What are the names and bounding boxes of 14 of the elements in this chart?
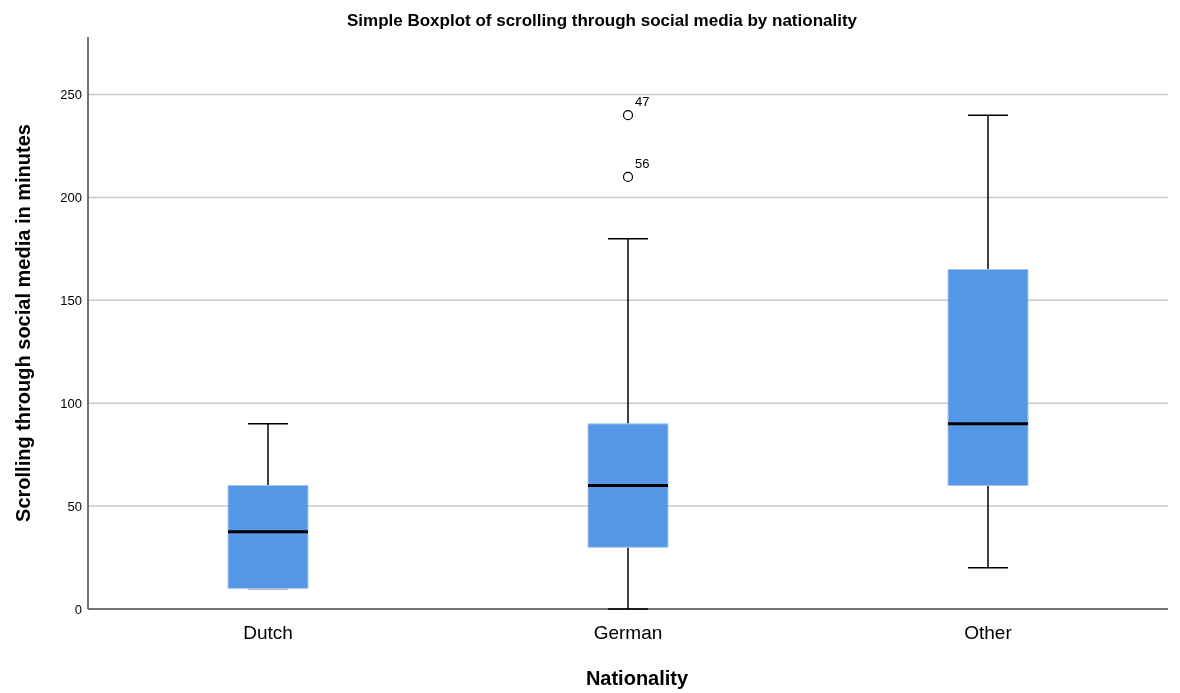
y-tick-label: 0 xyxy=(74,601,82,617)
y-tick-label: 250 xyxy=(60,87,82,103)
y-tick-label: 150 xyxy=(60,292,82,308)
y-axis-title: Scrolling through social media in minutes xyxy=(12,124,34,522)
y-tick-label: 50 xyxy=(67,498,82,514)
x-tick-label: Dutch xyxy=(243,622,293,643)
chart-title: Simple Boxplot of scrolling through social media by nationality xyxy=(346,11,858,30)
y-tick-label: 200 xyxy=(60,190,82,206)
y-tick-label: 100 xyxy=(60,395,82,411)
x-axis-title: Nationality xyxy=(585,667,689,689)
x-tick-label: Other xyxy=(964,622,1013,643)
annotation: 47 xyxy=(635,94,650,110)
annotation: 56 xyxy=(635,155,650,171)
x-tick-label: German xyxy=(593,622,663,643)
